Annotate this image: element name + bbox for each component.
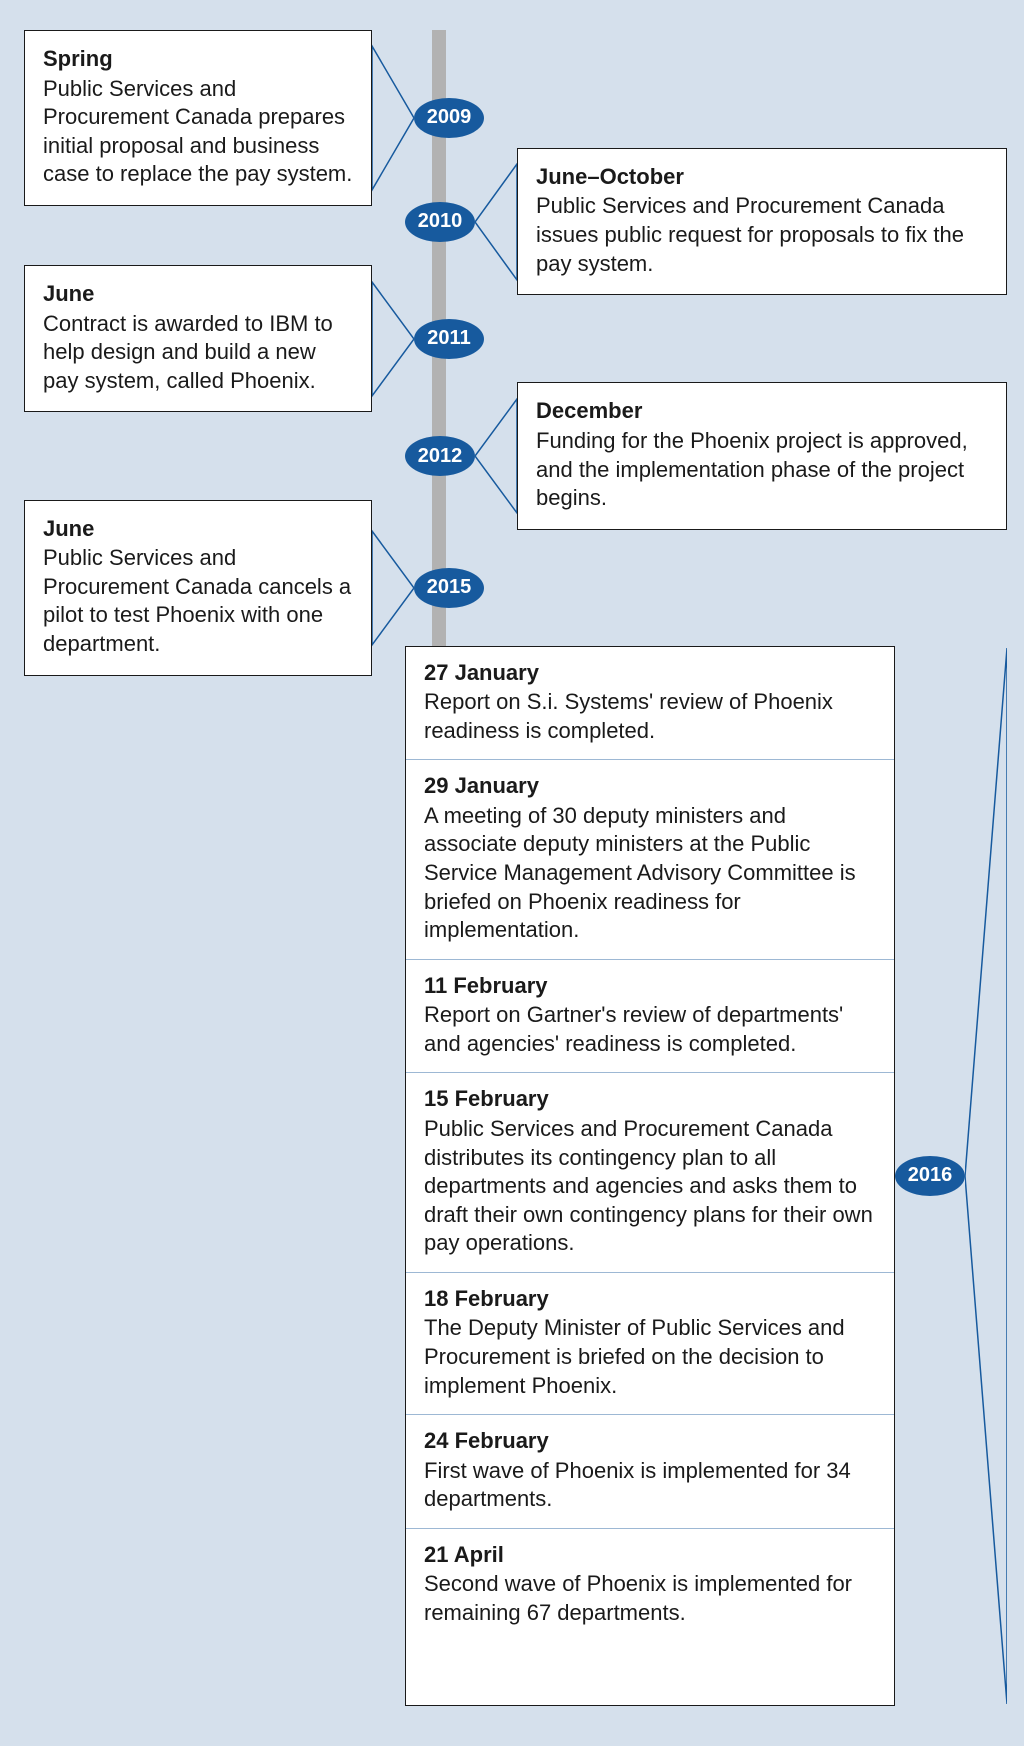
year-badge: 2009 bbox=[414, 98, 484, 138]
connector-icon bbox=[372, 280, 414, 398]
event-title: December bbox=[536, 397, 988, 425]
event-title: Spring bbox=[43, 45, 353, 73]
event-subitem-body: A meeting of 30 deputy ministers and ass… bbox=[424, 802, 876, 945]
event-subitem-title: 15 February bbox=[424, 1085, 876, 1113]
event-subitem: 18 February The Deputy Minister of Publi… bbox=[406, 1273, 894, 1415]
event-subitem-body: Second wave of Phoenix is implemented fo… bbox=[424, 1570, 876, 1627]
event-subitem-body: First wave of Phoenix is implemented for… bbox=[424, 1457, 876, 1514]
year-badge: 2016 bbox=[895, 1156, 965, 1196]
event-subitem: 11 February Report on Gartner's review o… bbox=[406, 960, 894, 1074]
event-subitem: 27 January Report on S.i. Systems' revie… bbox=[406, 647, 894, 761]
connector-icon bbox=[475, 397, 517, 515]
event-subitem: 29 January A meeting of 30 deputy minist… bbox=[406, 760, 894, 959]
timeline-entry: 2016 27 January Report on S.i. Systems' … bbox=[0, 646, 1024, 1706]
event-subitem-body: Report on Gartner's review of department… bbox=[424, 1001, 876, 1058]
event-subitem-title: 27 January bbox=[424, 659, 876, 687]
connector-icon bbox=[372, 529, 414, 647]
event-subitem-body: The Deputy Minister of Public Services a… bbox=[424, 1314, 876, 1400]
event-title: June bbox=[43, 515, 353, 543]
event-subitem-body: Public Services and Procurement Canada d… bbox=[424, 1115, 876, 1258]
connector-icon bbox=[475, 162, 517, 282]
event-subitem-title: 24 February bbox=[424, 1427, 876, 1455]
timeline-container: Spring Public Services and Procurement C… bbox=[0, 0, 1024, 1746]
event-title: June bbox=[43, 280, 353, 308]
event-subitem-title: 11 February bbox=[424, 972, 876, 1000]
event-subitem-title: 18 February bbox=[424, 1285, 876, 1313]
year-badge: 2015 bbox=[414, 568, 484, 608]
event-body: Public Services and Procurement Canada c… bbox=[43, 544, 353, 658]
year-badge: 2010 bbox=[405, 202, 475, 242]
year-badge: 2011 bbox=[414, 319, 484, 359]
event-subitem: 21 April Second wave of Phoenix is imple… bbox=[406, 1529, 894, 1642]
event-card-multi: 27 January Report on S.i. Systems' revie… bbox=[405, 646, 895, 1706]
event-subitem-body: Report on S.i. Systems' review of Phoeni… bbox=[424, 688, 876, 745]
event-subitem-title: 21 April bbox=[424, 1541, 876, 1569]
event-subitem: 15 February Public Services and Procurem… bbox=[406, 1073, 894, 1272]
connector-icon bbox=[965, 646, 1007, 1706]
year-badge: 2012 bbox=[405, 436, 475, 476]
event-subitem-title: 29 January bbox=[424, 772, 876, 800]
event-subitem: 24 February First wave of Phoenix is imp… bbox=[406, 1415, 894, 1529]
timeline-entries: Spring Public Services and Procurement C… bbox=[0, 30, 1024, 1706]
event-title: June–October bbox=[536, 163, 988, 191]
